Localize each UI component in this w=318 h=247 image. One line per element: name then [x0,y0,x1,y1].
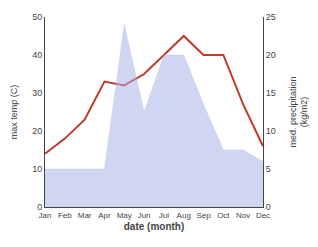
svg-text:Sep: Sep [196,211,211,220]
svg-text:Jan: Jan [39,211,52,220]
svg-text:Jul: Jul [159,211,169,220]
svg-text:40: 40 [32,50,42,60]
svg-text:Nov: Nov [236,211,250,220]
svg-text:Mar: Mar [78,211,92,220]
svg-text:date (month): date (month) [124,221,185,232]
svg-text:50: 50 [32,12,42,22]
svg-text:max temp (C): max temp (C) [9,85,19,140]
svg-text:0: 0 [37,202,42,212]
svg-text:Dec: Dec [256,211,270,220]
svg-text:10: 10 [266,126,276,136]
svg-text:Oct: Oct [217,211,230,220]
svg-text:10: 10 [32,164,42,174]
svg-text:Aug: Aug [177,211,191,220]
svg-text:0: 0 [266,202,271,212]
svg-text:30: 30 [32,88,42,98]
svg-text:Jun: Jun [138,211,151,220]
svg-text:May: May [117,211,132,220]
svg-text:25: 25 [266,12,276,22]
svg-text:5: 5 [266,164,271,174]
svg-text:20: 20 [32,126,42,136]
svg-text:med. precipitation(kg/m2): med. precipitation(kg/m2) [288,76,310,147]
svg-text:Feb: Feb [58,211,72,220]
svg-text:15: 15 [266,88,276,98]
svg-text:Apr: Apr [98,211,111,220]
svg-text:20: 20 [266,50,276,60]
